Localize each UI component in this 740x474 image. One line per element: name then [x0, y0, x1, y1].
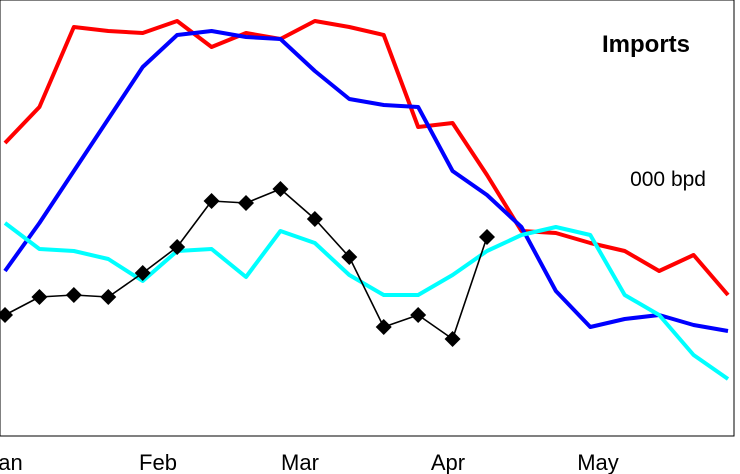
marker-layer — [0, 181, 495, 347]
series-line-2 — [3, 29, 729, 333]
x-tick-label: Mar — [281, 450, 319, 474]
series-4-point — [341, 249, 358, 265]
series-4-point — [306, 211, 323, 227]
series-4-point — [410, 307, 427, 323]
series-4-point — [31, 289, 48, 305]
chart-title: Imports — [602, 31, 690, 58]
series-line-3 — [3, 221, 730, 381]
series-4-point — [203, 193, 220, 209]
series-4-point — [0, 307, 13, 323]
series-4-point — [272, 181, 289, 197]
plot-area — [0, 0, 735, 437]
series-4-point — [100, 289, 117, 305]
series-line-1 — [3, 19, 730, 297]
x-axis: Jan Feb Mar Apr May — [0, 450, 619, 474]
series-4-point — [444, 331, 461, 347]
x-tick-label: Jan — [0, 450, 23, 474]
series-4-point — [169, 239, 186, 255]
series-4-point — [238, 195, 254, 211]
x-tick-label: Apr — [431, 450, 465, 474]
series-4-point — [479, 229, 495, 245]
x-tick-label: Feb — [139, 450, 177, 474]
x-tick-label: May — [577, 450, 619, 474]
series-4-point — [65, 287, 82, 303]
series-4-point — [375, 319, 392, 335]
series-layer — [3, 19, 730, 381]
series-4-point — [134, 265, 151, 281]
unit-label: 000 bpd — [630, 168, 706, 191]
